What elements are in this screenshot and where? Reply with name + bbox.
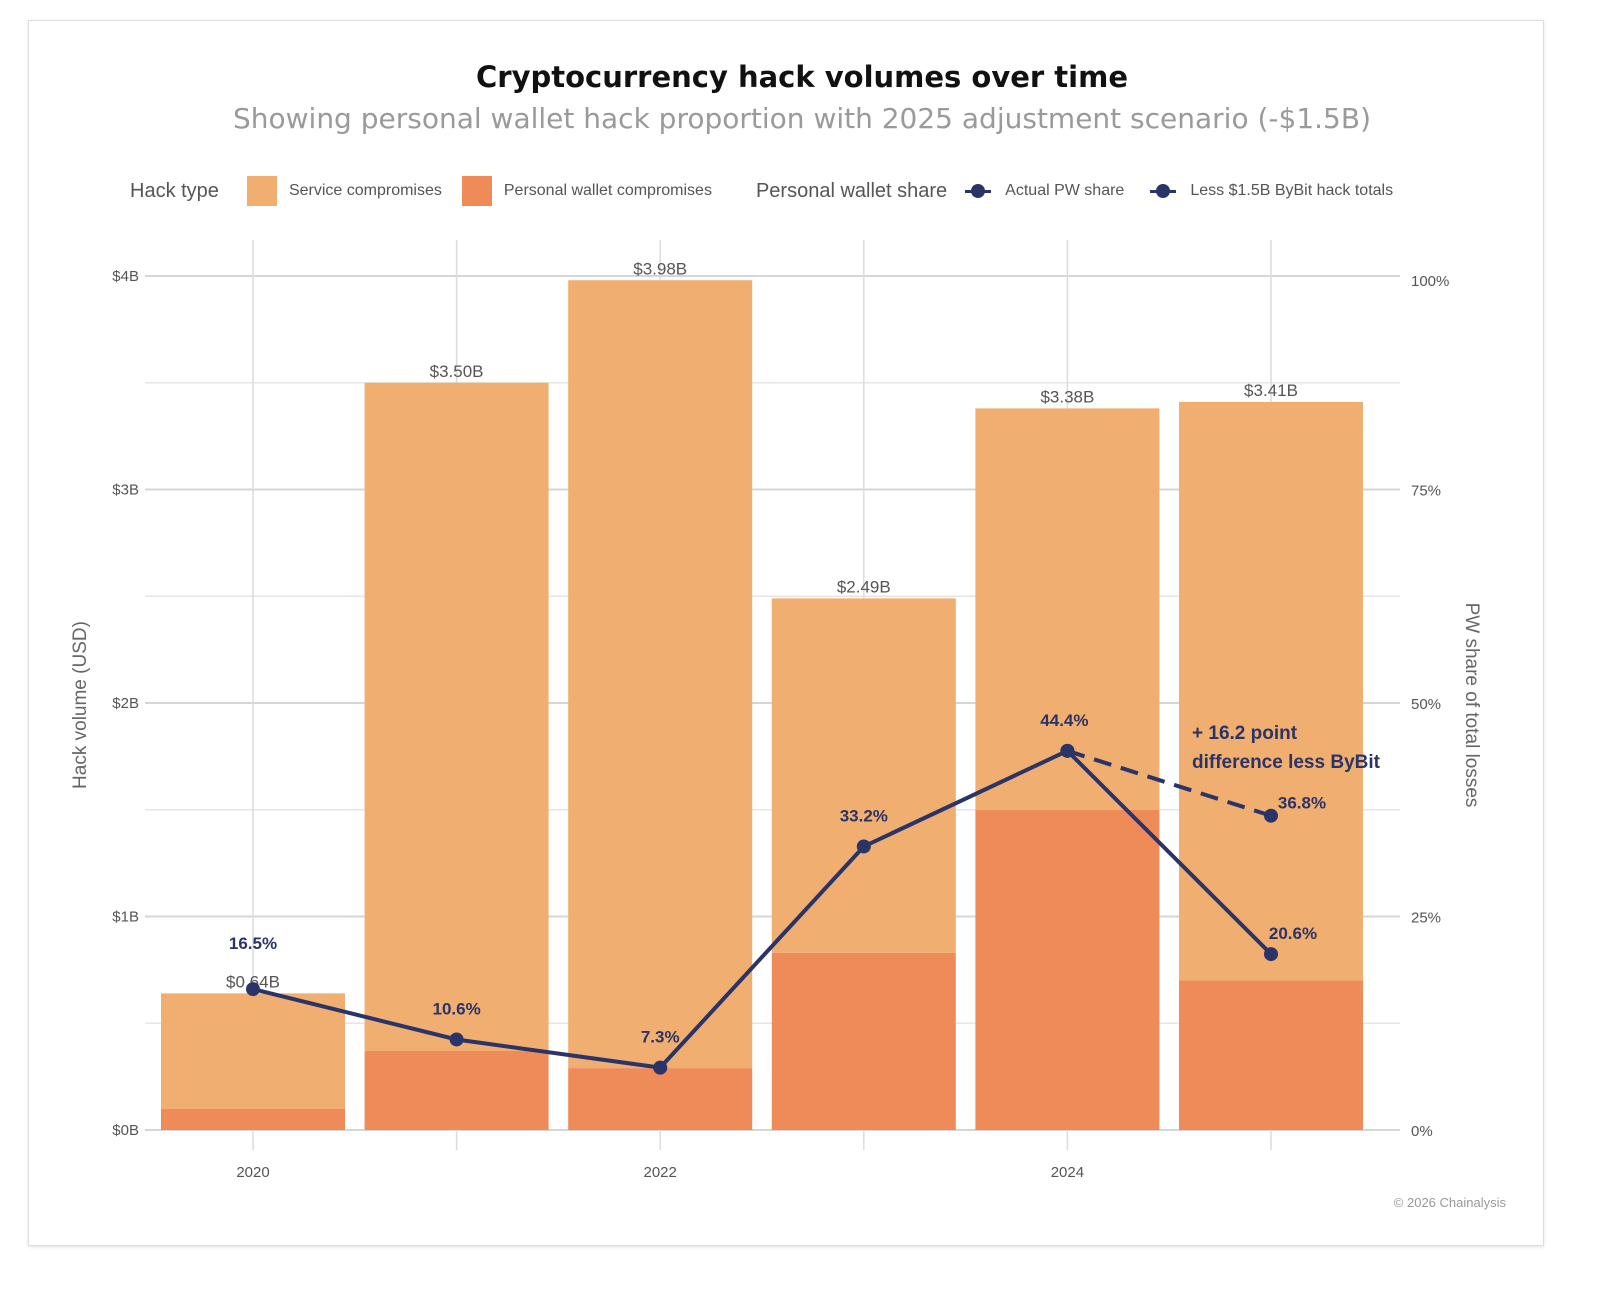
y-tick-label: $2B: [112, 695, 139, 712]
bar-total-label: $3.41B: [1244, 381, 1298, 400]
legend-swatch-personal: [461, 176, 492, 206]
legend-label-actual[interactable]: Actual PW share: [1005, 182, 1125, 199]
legend-label-personal[interactable]: Personal wallet compromises: [503, 182, 712, 199]
line-point: [1264, 808, 1278, 823]
point-label: 7.3%: [641, 1028, 680, 1047]
bar-personal: [1179, 980, 1363, 1130]
bar-total-label: $0.64B: [226, 972, 280, 991]
x-tick-label: 2020: [236, 1164, 269, 1181]
legend-label-less-bybit[interactable]: Less $1.5B ByBit hack totals: [1190, 182, 1394, 199]
legend-swatch-service: [246, 176, 277, 206]
bar-service: [771, 598, 956, 953]
bar-service: [364, 382, 549, 1052]
line-solid: [252, 748, 1273, 1070]
bar-total-label: $3.98B: [633, 259, 687, 278]
annotation-line2: difference less ByBit: [1192, 752, 1381, 773]
y-tick-label: $4B: [112, 268, 139, 285]
y-tick-label: $1B: [112, 909, 139, 926]
annotation-line1: + 16.2 point: [1192, 723, 1298, 744]
chart-subtitle: Showing personal wallet hack proportion …: [232, 102, 1371, 135]
x-tick-label: 2022: [644, 1164, 677, 1181]
y2-axis-title: PW share of total losses: [1461, 603, 1482, 808]
line-point: [653, 1060, 668, 1075]
line-dashed: [1066, 748, 1272, 818]
y-tick-label: $0B: [112, 1122, 139, 1139]
legend: Hack type Service compromises Personal w…: [130, 176, 1413, 206]
y2-tick-label: 25%: [1411, 910, 1441, 927]
line-point: [1060, 743, 1075, 758]
bar-personal: [364, 1051, 549, 1130]
bar-personal: [975, 809, 1160, 1130]
bar-total-label: $3.50B: [430, 362, 484, 381]
bar-total-label: $2.49B: [837, 577, 891, 596]
copyright: © 2026 Chainalysis: [1393, 1195, 1506, 1210]
line-point: [856, 839, 871, 854]
legend-label-service[interactable]: Service compromises: [288, 182, 442, 199]
point-label: 44.4%: [1040, 711, 1088, 730]
line-point: [1264, 947, 1278, 962]
bar-personal: [568, 1068, 753, 1130]
point-label: 10.6%: [432, 999, 480, 1018]
point-label: 16.5%: [229, 934, 277, 953]
legend-share-title: Personal wallet share: [755, 179, 948, 202]
line-point: [246, 982, 260, 997]
y-axis-title: Hack volume (USD): [70, 621, 91, 789]
y-tick-label: $3B: [112, 482, 139, 499]
bar-personal: [771, 952, 956, 1130]
bar-personal: [161, 1108, 345, 1130]
legend-hack-type-title: Hack type: [130, 179, 219, 202]
point-label: 20.6%: [1269, 924, 1317, 943]
bar-service: [1179, 401, 1363, 981]
line-point: [449, 1032, 464, 1047]
y2-tick-label: 50%: [1411, 696, 1441, 713]
legend-marker-actual: [965, 184, 992, 198]
bar-service: [975, 408, 1160, 810]
bar-total-label: $3.38B: [1040, 387, 1094, 406]
y2-tick-label: 75%: [1411, 483, 1441, 500]
x-tick-label: 2024: [1051, 1164, 1084, 1181]
point-label: 36.8%: [1278, 794, 1326, 813]
legend-marker-less-bybit: [1150, 184, 1177, 198]
y2-tick-label: 100%: [1411, 273, 1449, 290]
bar-service: [568, 280, 753, 1069]
point-label: 33.2%: [840, 806, 888, 825]
bar-service: [161, 993, 345, 1109]
y2-tick-label: 0%: [1411, 1123, 1433, 1140]
chart-title: Cryptocurrency hack volumes over time: [475, 60, 1128, 94]
